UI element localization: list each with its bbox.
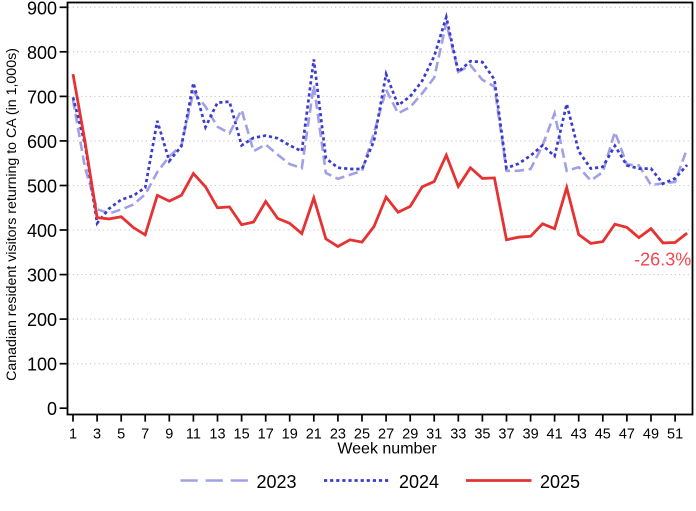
svg-text:43: 43 <box>571 426 587 442</box>
svg-text:2024: 2024 <box>399 472 439 492</box>
svg-text:49: 49 <box>643 426 659 442</box>
svg-text:11: 11 <box>186 426 201 442</box>
svg-text:41: 41 <box>547 426 563 442</box>
svg-text:Canadian resident visitors ret: Canadian resident visitors returning to … <box>4 48 20 381</box>
svg-text:1: 1 <box>69 426 77 442</box>
svg-text:9: 9 <box>165 426 173 442</box>
svg-text:15: 15 <box>234 426 250 442</box>
svg-text:51: 51 <box>667 426 683 442</box>
svg-text:27: 27 <box>378 426 394 442</box>
svg-text:900: 900 <box>27 0 57 18</box>
svg-text:33: 33 <box>450 426 466 442</box>
svg-text:500: 500 <box>27 177 57 197</box>
svg-text:47: 47 <box>619 426 635 442</box>
svg-text:300: 300 <box>27 266 57 286</box>
svg-text:2025: 2025 <box>540 472 580 492</box>
svg-text:21: 21 <box>306 426 322 442</box>
svg-text:23: 23 <box>330 426 346 442</box>
svg-text:19: 19 <box>282 426 298 442</box>
svg-text:700: 700 <box>27 87 57 107</box>
svg-text:100: 100 <box>27 355 57 375</box>
svg-text:5: 5 <box>117 426 125 442</box>
svg-text:35: 35 <box>474 426 490 442</box>
svg-text:7: 7 <box>141 426 149 442</box>
svg-text:29: 29 <box>402 426 418 442</box>
svg-text:-26.3%: -26.3% <box>634 249 691 269</box>
svg-text:800: 800 <box>27 43 57 63</box>
svg-text:39: 39 <box>523 426 539 442</box>
svg-text:3: 3 <box>93 426 101 442</box>
svg-text:400: 400 <box>27 221 57 241</box>
svg-text:37: 37 <box>498 426 514 442</box>
svg-text:Week number: Week number <box>337 441 437 458</box>
svg-text:13: 13 <box>209 426 225 442</box>
svg-text:17: 17 <box>258 426 274 442</box>
svg-text:31: 31 <box>426 426 442 442</box>
svg-text:25: 25 <box>354 426 370 442</box>
svg-text:45: 45 <box>595 426 611 442</box>
svg-text:200: 200 <box>27 310 57 330</box>
svg-text:0: 0 <box>47 399 57 419</box>
svg-text:600: 600 <box>27 132 57 152</box>
svg-text:2023: 2023 <box>257 472 297 492</box>
